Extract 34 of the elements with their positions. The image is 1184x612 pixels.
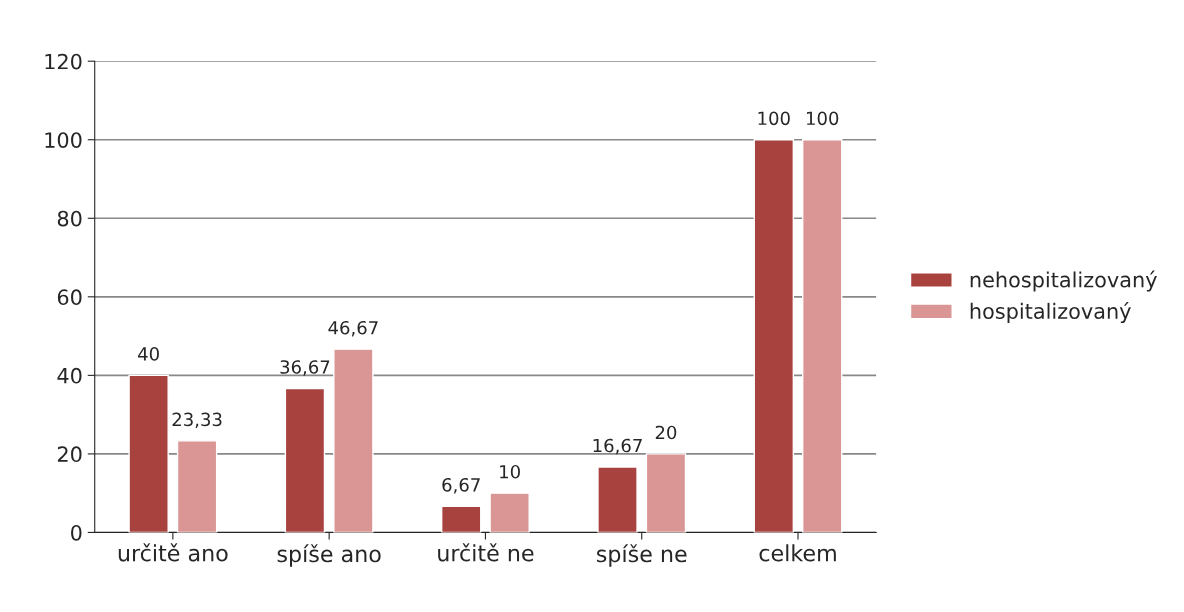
bar	[440, 505, 482, 533]
y-tick-label: 60	[57, 289, 82, 306]
bar	[753, 139, 795, 533]
data-label: 100	[806, 111, 839, 126]
x-tick-label: určitě ne	[438, 543, 534, 562]
bar	[645, 453, 687, 533]
data-label: 16,67	[593, 438, 642, 455]
x-tick-label: spíše ano	[277, 544, 381, 567]
bar	[176, 440, 218, 533]
x-tick-label: spíše ne	[596, 544, 687, 567]
legend-label: hospitalizovaný	[970, 302, 1131, 324]
y-tick-label: 80	[57, 210, 82, 227]
data-label: 100	[758, 111, 790, 126]
data-label: 40	[138, 347, 159, 361]
data-label: 10	[500, 464, 520, 479]
y-tick-label: 100	[45, 132, 82, 148]
y-tick-label: 20	[57, 446, 82, 463]
bar	[284, 387, 326, 533]
data-label: 20	[655, 425, 677, 440]
x-tick-label: určitě ano	[118, 543, 228, 562]
data-label: 46,67	[328, 320, 378, 337]
y-tick-label: 40	[57, 367, 82, 384]
bar	[597, 466, 638, 533]
y-tick-label: 120	[45, 53, 82, 70]
bar	[128, 374, 169, 533]
legend-label: nehospitalizovaný	[970, 270, 1157, 292]
data-label: 23,33	[172, 412, 222, 429]
bar	[489, 492, 530, 533]
data-label: 6,67	[442, 477, 480, 494]
x-tick-label: celkem	[759, 544, 836, 562]
bar	[333, 348, 374, 533]
y-tick-label: 0	[71, 524, 82, 541]
data-label: 36,67	[280, 360, 330, 376]
bar	[802, 139, 843, 533]
